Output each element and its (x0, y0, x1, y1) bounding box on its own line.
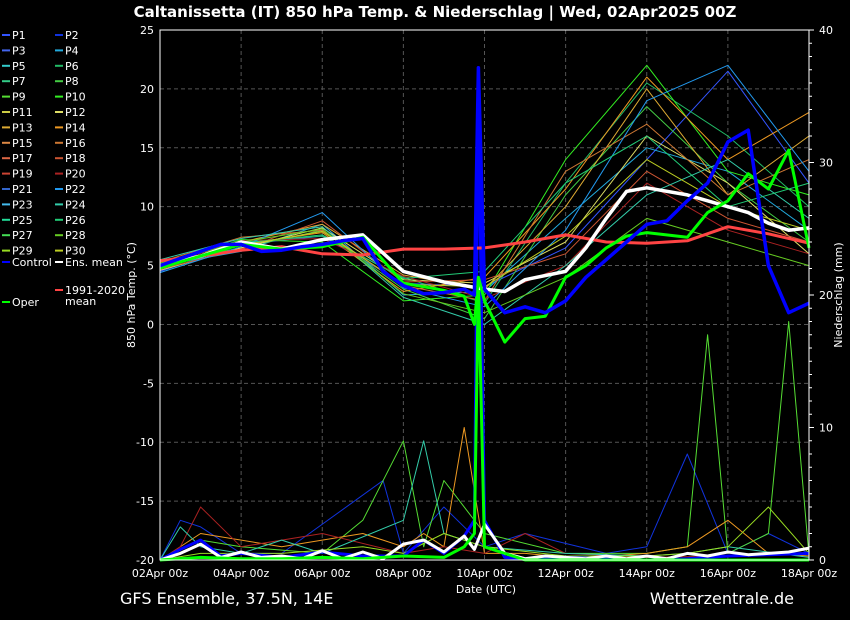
legend-label: P7 (12, 75, 26, 88)
x-tick-label: 12Apr 00z (537, 567, 594, 580)
legend-label: P24 (65, 198, 86, 211)
y-tick-label: 0 (147, 318, 154, 331)
y-tick-label: -20 (136, 554, 154, 567)
legend-label: P17 (12, 152, 33, 165)
legend-label: P22 (65, 183, 86, 196)
legend-label: P26 (65, 214, 86, 227)
legend-label: P20 (65, 168, 86, 181)
legend-label: P29 (12, 245, 33, 258)
x-tick-label: 06Apr 00z (294, 567, 351, 580)
legend-label: 1991-2020 mean (65, 284, 125, 308)
legend-label: P1 (12, 29, 26, 42)
y-tick-label: 15 (140, 142, 154, 155)
legend-label: P15 (12, 137, 33, 150)
y-tick-label: 5 (147, 260, 154, 273)
chart-title: Caltanissetta (IT) 850 hPa Temp. & Niede… (134, 3, 737, 22)
legend-label: P18 (65, 152, 86, 165)
series-layer (159, 64, 811, 562)
legend-label: P2 (65, 29, 79, 42)
legend-label: Oper (12, 296, 39, 309)
y2-tick-label: 20 (819, 289, 833, 302)
legend-label: P6 (65, 60, 79, 73)
y-tick-label: -5 (143, 377, 154, 390)
y-tick-label: 10 (140, 201, 154, 214)
plot-frame (159, 29, 810, 561)
x-tick-label: 02Apr 00z (132, 567, 189, 580)
temp-series-control (159, 65, 810, 315)
x-tick-label: 04Apr 00z (213, 567, 270, 580)
legend-label: P16 (65, 137, 86, 150)
legend-label: P9 (12, 91, 26, 104)
legend-label: P12 (65, 106, 86, 119)
x-tick-label: 14Apr 00z (619, 567, 676, 580)
legend-label: P11 (12, 106, 33, 119)
temp-series-ens-mean (159, 186, 810, 294)
y2-tick-label: 40 (819, 24, 833, 37)
legend: P1 P2 P3 P4 P5 P6 P7 P8 P9 P10 P11 P12 P13 P14 P15 P16 P… (2, 29, 125, 309)
footer-model: GFS Ensemble, 37.5N, 14E (120, 589, 333, 608)
x-tick-label: 10Apr 00z (456, 567, 513, 580)
legend-label: P13 (12, 121, 33, 134)
y-tick-label: -10 (136, 436, 154, 449)
legend-label: P10 (65, 91, 86, 104)
y-tick-label: 25 (140, 24, 154, 37)
y2-axis-label: Niederschlag (mm) (832, 242, 845, 347)
legend-label: P19 (12, 168, 33, 181)
precip-series-ens-mean (159, 522, 810, 562)
y2-tick-label: 10 (819, 422, 833, 435)
legend-label: P8 (65, 75, 79, 88)
x-tick-label: 16Apr 00z (700, 567, 757, 580)
legend-label: P27 (12, 229, 33, 242)
legend-label: P30 (65, 245, 86, 258)
temp-series-p8 (159, 106, 810, 320)
precip-series-p2 (159, 453, 810, 561)
legend-label: Ens. mean (65, 256, 123, 269)
legend-label: Control (12, 256, 52, 269)
legend-label: P21 (12, 183, 33, 196)
legend-label: P25 (12, 214, 33, 227)
y-axis-label: 850 hPa Temp. (°C) (125, 242, 138, 348)
y-tick-label: -15 (136, 495, 154, 508)
y-tick-label: 20 (140, 83, 154, 96)
temp-series-p28 (159, 217, 810, 314)
x-axis-label: Date (UTC) (456, 583, 516, 596)
temp-series-p22 (159, 64, 810, 308)
legend-label: P4 (65, 44, 79, 57)
legend-label: P28 (65, 229, 86, 242)
legend-label: P3 (12, 44, 26, 57)
legend-label: P5 (12, 60, 26, 73)
legend-label: P14 (65, 121, 86, 134)
y2-tick-label: 0 (819, 554, 826, 567)
footer-site: Wetterzentrale.de (650, 589, 794, 608)
legend-label: P23 (12, 198, 33, 211)
x-tick-label: 18Apr 00z (781, 567, 838, 580)
y2-tick-label: 30 (819, 157, 833, 170)
x-tick-label: 08Apr 00z (375, 567, 432, 580)
temp-series-p24 (159, 159, 810, 325)
